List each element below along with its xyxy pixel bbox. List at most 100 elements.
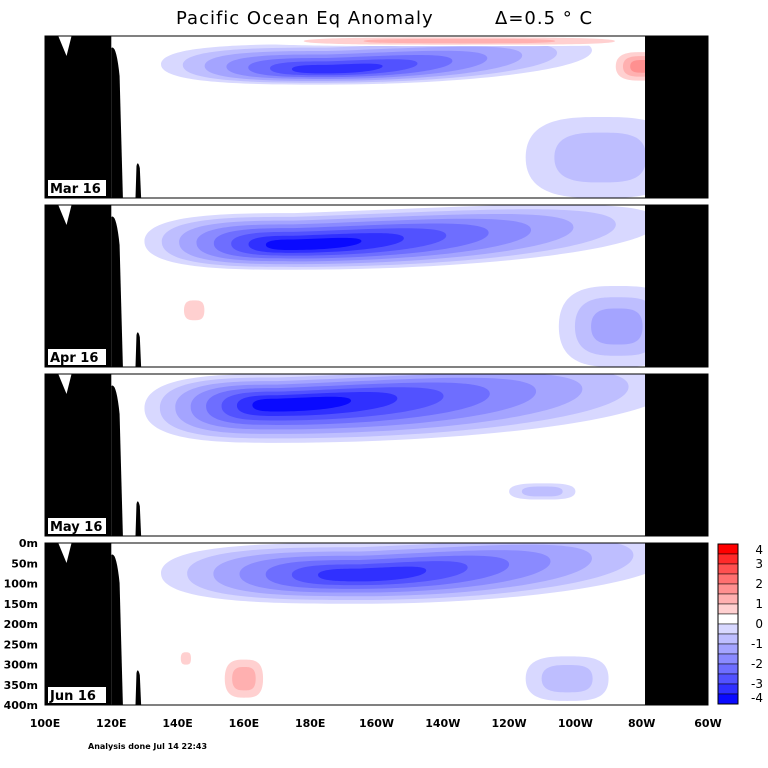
x-tick-label: 100E	[30, 717, 60, 730]
colorbar-swatch	[717, 633, 739, 645]
panel-label-box: Mar 16	[48, 180, 106, 197]
panel-3: Jun 16	[44, 542, 709, 706]
x-tick-label: 160E	[229, 717, 259, 730]
colorbar-swatch	[717, 623, 739, 635]
panel-frame	[44, 373, 709, 537]
contour-interval-label: Δ=0.5 ° C	[495, 8, 594, 29]
panel-fields	[45, 205, 708, 367]
colorbar-label: -4	[751, 691, 763, 705]
anomaly-contour-warm	[180, 652, 191, 665]
land-mask-west	[45, 543, 112, 705]
land-mask-east	[645, 205, 708, 367]
panel-label-bg	[48, 518, 106, 534]
y-tick-label: 200m	[4, 618, 38, 631]
colorbar-swatch	[717, 663, 739, 675]
colorbar-swatch	[717, 603, 739, 615]
panel-label-bg	[48, 687, 106, 703]
land-mask-east	[645, 374, 708, 536]
colorbar-swatch	[717, 613, 739, 625]
x-tick-label: 140E	[162, 717, 192, 730]
panel-label: Mar 16	[50, 182, 101, 197]
y-tick-label: 0m	[19, 537, 38, 550]
panel-fields	[45, 543, 708, 705]
y-tick-label: 100m	[4, 578, 38, 591]
land-notch	[58, 205, 72, 225]
x-tick-label: 120E	[96, 717, 126, 730]
x-tick-label: 120W	[492, 717, 527, 730]
panel-frame	[44, 542, 709, 706]
y-tick-label: 300m	[4, 659, 38, 672]
anomaly-contour-cold	[318, 566, 427, 582]
colorbar-swatch	[717, 693, 739, 705]
panel-0: Mar 16	[44, 35, 709, 199]
colorbar-swatch	[717, 643, 739, 655]
colorbar-label: -1	[751, 637, 763, 651]
anomaly-contour-warm	[183, 300, 205, 321]
colorbar-swatch	[717, 683, 739, 695]
anomaly-contour-cold	[265, 237, 362, 251]
colorbar-swatch	[717, 653, 739, 665]
panel-label-bg	[48, 349, 106, 365]
panel-label: Apr 16	[50, 351, 98, 366]
panel-frame	[44, 35, 709, 199]
land-mask-coast	[111, 554, 123, 705]
colorbar-frame	[717, 543, 739, 705]
chart-title: Pacific Ocean Eq Anomaly	[176, 8, 434, 29]
colorbar-label: 4	[755, 543, 763, 557]
anomaly-contour-cold	[541, 664, 593, 693]
land-mask-west	[45, 205, 112, 367]
colorbar-label: 0	[755, 617, 763, 631]
x-tick-label: 160W	[359, 717, 394, 730]
land-mask-island	[135, 332, 142, 367]
land-notch	[58, 543, 72, 563]
land-mask-island	[135, 501, 142, 536]
panel-label-bg	[48, 180, 106, 196]
land-mask-coast	[111, 385, 123, 536]
analysis-footnote: Analysis done Jul 14 22:43	[88, 742, 208, 751]
x-tick-label: 100W	[558, 717, 593, 730]
panel-label-box: Apr 16	[48, 349, 106, 366]
y-tick-label: 250m	[4, 638, 38, 651]
colorbar-swatch	[717, 543, 739, 555]
land-mask-west	[45, 36, 112, 198]
land-mask-island	[135, 670, 142, 705]
panel-label-box: May 16	[48, 518, 106, 535]
land-mask-coast	[111, 216, 123, 367]
panel-frame	[44, 204, 709, 368]
anomaly-contour-warm	[232, 666, 256, 691]
land-mask-island	[135, 163, 142, 198]
anomaly-contour-cold	[521, 486, 563, 497]
x-tick-label: 80W	[628, 717, 655, 730]
land-notch	[58, 374, 72, 394]
panel-2: May 16	[44, 373, 709, 537]
anomaly-contour-cold	[591, 308, 643, 345]
panel-fields	[45, 374, 708, 536]
panel-label-box: Jun 16	[48, 687, 106, 704]
y-tick-label: 150m	[4, 598, 38, 611]
colorbar-swatch	[717, 573, 739, 585]
colorbar-label: 1	[755, 597, 763, 611]
land-mask-west	[45, 374, 112, 536]
colorbar-label: 2	[755, 577, 763, 591]
colorbar-swatch	[717, 553, 739, 565]
anomaly-contour-cold	[252, 396, 352, 412]
colorbar-label: 3	[755, 557, 763, 571]
colorbar-label: -2	[751, 657, 763, 671]
colorbar-label: -3	[751, 677, 763, 691]
y-tick-label: 50m	[11, 557, 38, 570]
colorbar-swatch	[717, 583, 739, 595]
anomaly-contour-cold	[554, 132, 647, 183]
anomaly-contour-cold	[291, 63, 383, 74]
y-tick-label: 350m	[4, 679, 38, 692]
land-mask-coast	[111, 47, 123, 198]
colorbar-swatch	[717, 673, 739, 685]
land-mask-east	[645, 36, 708, 198]
panel-1: Apr 16	[44, 204, 709, 368]
panel-label: May 16	[50, 520, 102, 535]
panel-fields	[45, 36, 708, 198]
anomaly-contour-warm	[363, 38, 556, 44]
colorbar-swatch	[717, 563, 739, 575]
colorbar-swatch	[717, 593, 739, 605]
